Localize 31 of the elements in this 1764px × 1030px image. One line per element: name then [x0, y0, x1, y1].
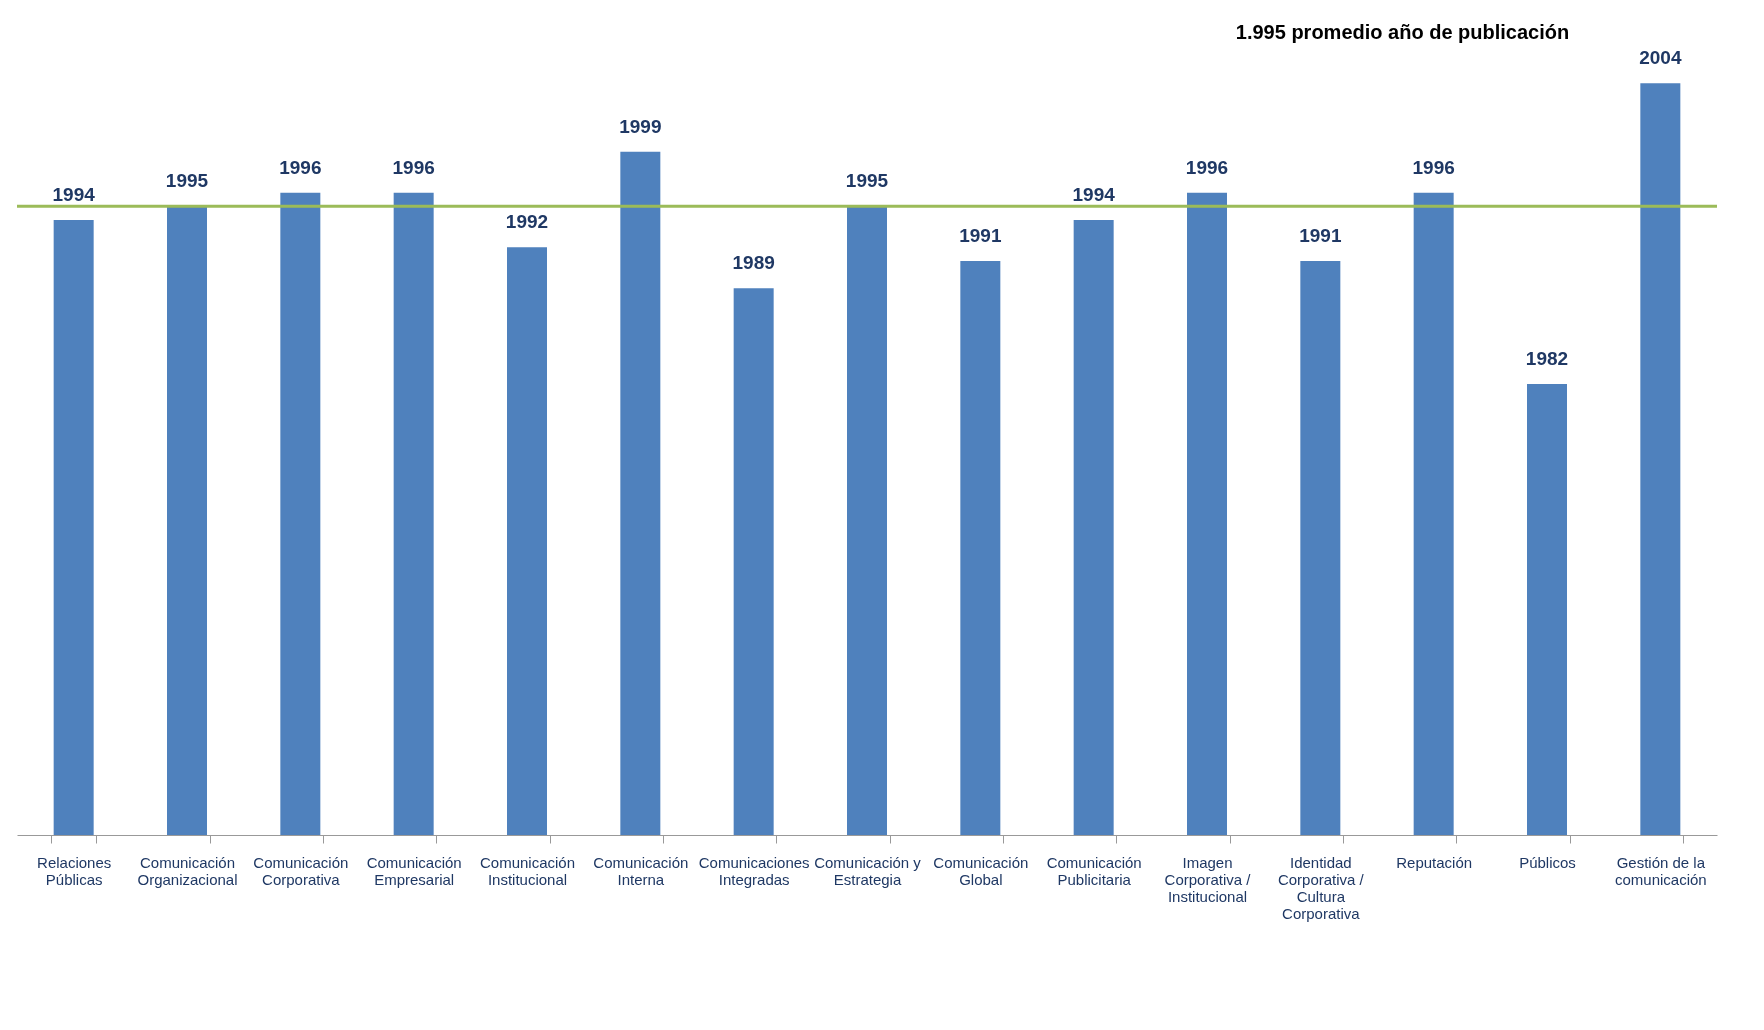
x-tick-label: Comunicación Publicitaria: [1046, 853, 1142, 888]
x-tick-label: Públicos: [1519, 853, 1576, 871]
x-tick-label: Comunicación Organizacional: [137, 853, 238, 888]
data-label: 1992: [505, 211, 549, 233]
x-tick-label: Identidad Corporativa / Cultura Corporativa: [1277, 853, 1365, 922]
data-label: 2004: [1639, 47, 1682, 69]
x-tick-label: Comunicación Institucional: [479, 853, 576, 888]
x-tick-label: Comunicación Global: [933, 853, 1029, 888]
x-tick-label: Comunicación y Estrategia: [814, 853, 922, 888]
x-tick-label: Comunicación Empresarial: [366, 853, 462, 888]
data-label: 1995: [165, 170, 209, 192]
data-label: 1995: [845, 170, 889, 192]
x-tick-label: Comunicación Corporativa: [253, 853, 349, 888]
data-label: 1989: [732, 252, 775, 274]
data-label: 1996: [279, 156, 322, 178]
data-label: 1996: [392, 156, 435, 178]
x-tick-label: Gestión de la comunicación: [1614, 853, 1707, 888]
x-tick-label: Relaciones Públicas: [37, 853, 112, 888]
data-label: 1994: [52, 184, 96, 205]
data-label: 1991: [1299, 225, 1342, 246]
data-label: 1999: [619, 115, 662, 137]
x-tick-label: Comunicación Interna: [593, 853, 689, 888]
x-tick-label: Comunicaciones Integradas: [698, 853, 810, 888]
x-tick-label: Imagen Corporativa / Institucional: [1164, 853, 1252, 905]
data-label: 1994: [1072, 184, 1116, 205]
x-tick-label: Reputación: [1396, 853, 1473, 871]
data-label: 1996: [1412, 156, 1455, 178]
annotation: 1.995 promedio año de publicación: [1235, 21, 1570, 43]
data-label: 1996: [1185, 156, 1229, 178]
data-label: 1982: [1525, 348, 1569, 369]
data-label: 1991: [959, 225, 1002, 246]
